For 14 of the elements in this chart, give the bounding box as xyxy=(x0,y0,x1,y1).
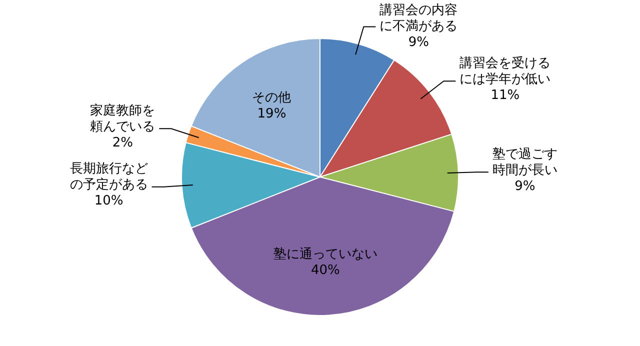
slice-label: 講習会を受けるには学年が低い xyxy=(460,56,551,87)
slice-label: 塾に通っていない xyxy=(273,247,378,262)
data-label: 19% xyxy=(257,106,286,122)
slice-label: 長期旅行などの予定がある xyxy=(70,162,148,193)
slice-label: 塾で過ごす時間が長い xyxy=(492,146,558,178)
slice-label: その他 xyxy=(252,90,292,106)
data-label: 40% xyxy=(310,263,340,278)
data-label: 11% xyxy=(490,88,520,103)
data-label: 2% xyxy=(112,136,133,151)
data-label: 9% xyxy=(514,178,536,194)
slice-label: 家庭教師を頼んでいる xyxy=(90,102,156,135)
data-label: 10% xyxy=(94,194,124,209)
data-label: 9% xyxy=(408,34,429,50)
slice-label: 講習会の内容に不満がある xyxy=(380,2,458,34)
